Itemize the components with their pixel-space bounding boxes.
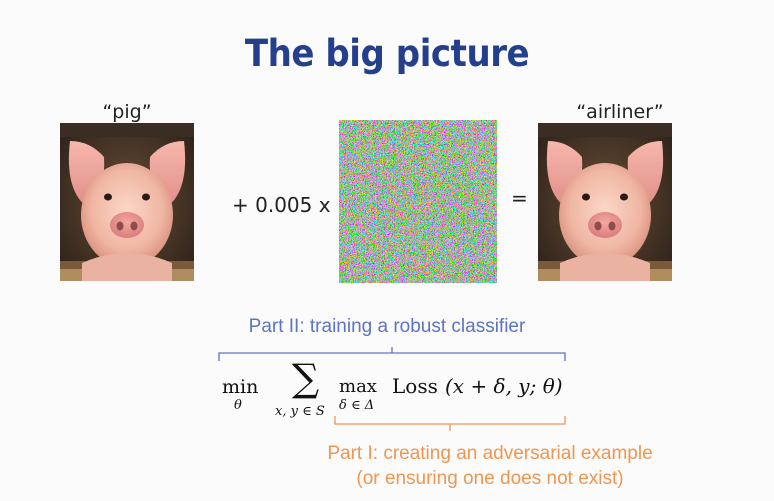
equals-sign: =	[511, 186, 528, 210]
formula-sum-sub: x, y ∈ S	[275, 404, 325, 419]
part1-line1: Part I: creating an adversarial example	[327, 443, 653, 464]
formula-max-sub: δ ∈ Δ	[339, 398, 375, 413]
part2-caption: Part II: training a robust classifier	[248, 316, 526, 337]
formula-braces	[218, 347, 566, 431]
adversarial-pig-image	[538, 123, 672, 281]
part1-caption: Part I: creating an adversarial example …	[310, 441, 670, 491]
formula-min: min	[222, 376, 259, 398]
multiplier-text: + 0.005 x	[232, 193, 331, 217]
part1-line2: (or ensuring one does not exist)	[356, 468, 624, 489]
formula-max: max	[339, 376, 377, 397]
formula-min-sub: θ	[234, 398, 242, 413]
formula-args: (x + δ, y; θ)	[445, 374, 563, 398]
noise-image	[339, 120, 497, 283]
pig-image	[60, 123, 194, 281]
slide-title: The big picture	[244, 32, 530, 75]
left-image-label: “pig”	[102, 101, 152, 123]
right-image-label: “airliner”	[576, 101, 664, 123]
formula-loss: Loss	[392, 374, 438, 398]
formula-sum: ∑	[292, 356, 320, 400]
